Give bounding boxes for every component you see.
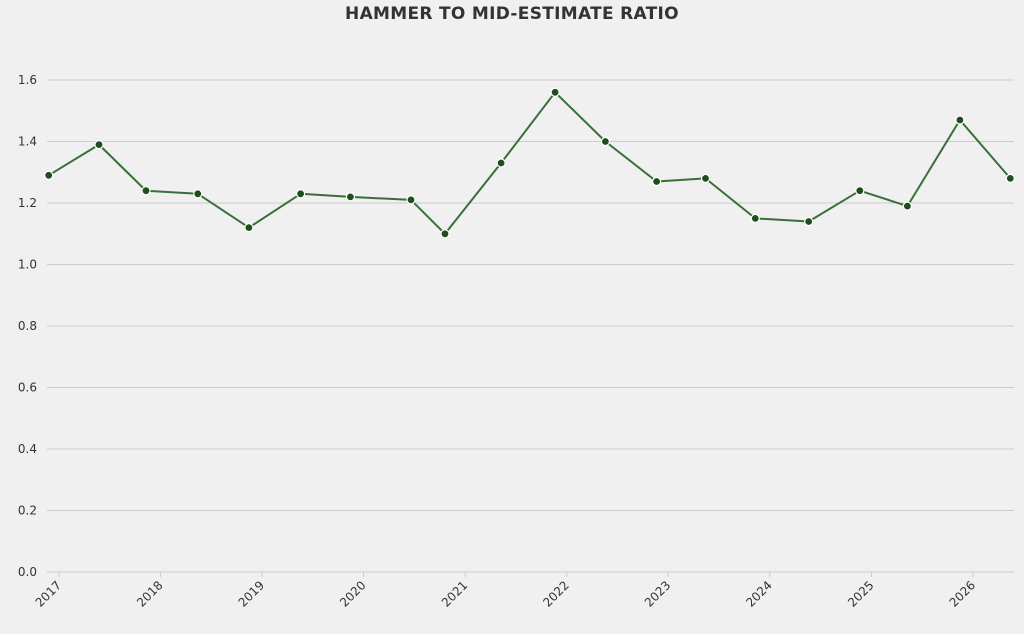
series-group [44, 87, 1015, 239]
data-point[interactable] [804, 216, 814, 227]
data-point[interactable] [244, 223, 254, 233]
x-tick-label: 2022 [540, 578, 571, 609]
data-point[interactable] [902, 201, 913, 211]
x-tick-label: 2025 [845, 578, 876, 609]
data-point[interactable] [141, 186, 151, 196]
x-tick-label: 2020 [337, 578, 368, 609]
data-point[interactable] [550, 87, 560, 97]
data-point[interactable] [44, 170, 54, 180]
x-tick-label: 2026 [947, 578, 978, 609]
data-point[interactable] [193, 189, 203, 199]
data-point[interactable] [296, 189, 306, 199]
y-tick-label: 0.4 [18, 442, 37, 456]
data-point[interactable] [496, 158, 506, 168]
data-point[interactable] [700, 173, 711, 183]
data-point[interactable] [750, 213, 760, 223]
gridlines [47, 79, 1014, 573]
data-point[interactable] [651, 176, 662, 187]
y-tick-label: 0.6 [18, 381, 37, 395]
x-tick-label: 2024 [743, 578, 774, 609]
y-tick-label: 1.4 [18, 135, 37, 149]
y-tick-label: 0.8 [18, 319, 37, 333]
data-point[interactable] [955, 115, 965, 125]
y-tick-label: 1.6 [18, 73, 37, 87]
series-line [48, 91, 1012, 235]
data-point[interactable] [345, 192, 355, 202]
data-point[interactable] [600, 136, 611, 147]
data-point[interactable] [440, 229, 450, 239]
x-tick-label: 2018 [134, 578, 165, 609]
x-tick-label: 2017 [33, 578, 64, 609]
data-point[interactable] [1005, 173, 1015, 183]
data-point[interactable] [855, 186, 865, 196]
y-axis-ticks: 0.0 0.2 0.4 0.6 0.8 1.0 1.2 1.4 1.6 [18, 73, 37, 579]
x-tick-label: 2021 [439, 578, 470, 609]
y-tick-label: 0.2 [18, 504, 37, 518]
x-axis-ticks: 2017 2018 2019 2020 2021 2022 2023 2024 2025 2026 [33, 572, 978, 610]
y-tick-label: 1.0 [18, 258, 37, 272]
data-point[interactable] [94, 140, 104, 150]
x-tick-label: 2019 [236, 578, 267, 609]
x-tick-label: 2023 [642, 578, 673, 609]
y-tick-label: 1.2 [18, 196, 37, 210]
y-tick-label: 0.0 [18, 565, 37, 579]
data-point[interactable] [406, 195, 416, 205]
chart-title: HAMMER TO MID-ESTIMATE RATIO [345, 4, 679, 24]
